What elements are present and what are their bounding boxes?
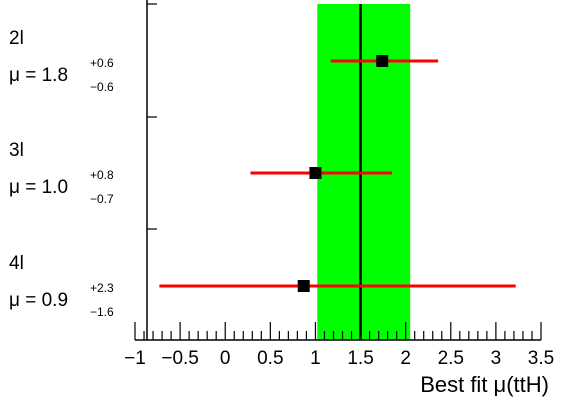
mu-value-label: μ = 1.8 bbox=[9, 65, 68, 86]
category-label: 4l bbox=[9, 253, 24, 274]
lower-error-label: −0.7 bbox=[90, 192, 114, 206]
upper-error-label: +0.6 bbox=[90, 56, 114, 70]
mu-value-label: μ = 1.0 bbox=[9, 177, 68, 198]
x-axis-label: Best fit μ(ttH) bbox=[420, 372, 549, 397]
best-fit-marker bbox=[376, 55, 389, 67]
upper-error-label: +2.3 bbox=[90, 281, 114, 295]
best-fit-marker bbox=[297, 280, 310, 292]
x-tick-label: −1 bbox=[124, 348, 146, 369]
category-rows: 2l μ = 1.8 +0.6 −0.6 3l μ = 1.0 +0.8 −0.7 4l μ = … bbox=[9, 28, 516, 319]
x-tick-label: 0 bbox=[220, 348, 231, 369]
category-row: 2l μ = 1.8 +0.6 −0.6 bbox=[9, 28, 439, 94]
category-label: 2l bbox=[9, 28, 24, 49]
x-tick-label: 0.5 bbox=[257, 348, 283, 369]
x-tick-label: 3 bbox=[491, 348, 502, 369]
best-fit-marker bbox=[309, 167, 322, 179]
x-tick-label: −0.5 bbox=[161, 348, 199, 369]
x-tick-label: 1.5 bbox=[347, 348, 373, 369]
category-row: 4l μ = 0.9 +2.3 −1.6 bbox=[9, 253, 516, 319]
x-tick-label: 3.5 bbox=[528, 348, 554, 369]
x-tick-label: 2.5 bbox=[438, 348, 464, 369]
category-label: 3l bbox=[9, 140, 24, 161]
lower-error-label: −1.6 bbox=[90, 305, 114, 319]
mu-value-label: μ = 0.9 bbox=[9, 290, 68, 311]
category-row: 3l μ = 1.0 +0.8 −0.7 bbox=[9, 140, 393, 206]
x-axis-ticks: −1 −0.5 0 0.5 1 1.5 2 2.5 3 3.5 bbox=[124, 322, 554, 369]
x-tick-label: 1 bbox=[310, 348, 321, 369]
lower-error-label: −0.6 bbox=[90, 80, 114, 94]
y-category-ticks bbox=[147, 3, 157, 230]
x-tick-label: 2 bbox=[400, 348, 411, 369]
upper-error-label: +0.8 bbox=[90, 168, 114, 182]
